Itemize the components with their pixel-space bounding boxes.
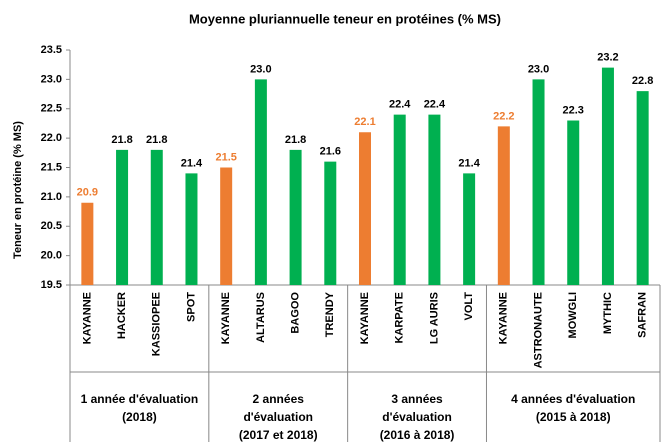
value-label: 21.6 (320, 146, 341, 158)
value-label: 22.2 (493, 110, 514, 122)
bar (393, 114, 406, 285)
value-label: 21.4 (181, 157, 203, 169)
x-tick-label: KARPATE (394, 292, 406, 344)
value-label: 21.4 (458, 157, 480, 169)
x-tick-label: KAYANNE (220, 292, 232, 344)
y-tick-label: 20.0 (41, 250, 62, 262)
bar (185, 173, 198, 285)
value-label: 22.3 (563, 104, 584, 116)
group-label: d'évaluation (243, 410, 313, 424)
y-axis-title: Teneur en protéine (% MS) (12, 121, 24, 259)
bar (116, 149, 129, 285)
value-label: 23.0 (528, 63, 549, 75)
value-label: 21.5 (215, 151, 236, 163)
group-label: (2018) (122, 410, 157, 424)
group-label: (2015 à 2018) (536, 410, 611, 424)
group-label: d'évaluation (382, 410, 452, 424)
value-label: 22.4 (424, 99, 446, 111)
value-label: 21.8 (111, 134, 132, 146)
x-tick-label: KAYANNE (498, 292, 510, 344)
group-label: 2 années (253, 392, 305, 406)
y-tick-label: 23.5 (41, 44, 62, 56)
value-label: 22.1 (354, 116, 375, 128)
bar (532, 79, 545, 285)
bar (324, 161, 337, 285)
value-label: 20.9 (77, 187, 98, 199)
group-label: 4 années d'évaluation (511, 392, 635, 406)
group-label: 1 année d'évaluation (81, 392, 199, 406)
bar (428, 114, 441, 285)
value-label: 23.0 (250, 63, 271, 75)
y-tick-label: 21.0 (41, 191, 62, 203)
x-tick-label: HACKER (116, 292, 128, 339)
y-tick-label: 23.0 (41, 73, 62, 85)
bar (220, 167, 233, 285)
x-tick-label: SAFRAN (637, 292, 649, 338)
bar (289, 149, 302, 285)
bar (567, 120, 580, 285)
x-tick-label: ALTARUS (255, 292, 267, 343)
group-label: (2017 et 2018) (239, 428, 318, 442)
y-tick-label: 19.5 (41, 279, 62, 291)
group-label: (2016 à 2018) (380, 428, 455, 442)
x-tick-label: KAYANNE (359, 292, 371, 344)
value-label: 22.4 (389, 99, 411, 111)
x-tick-label: BAGOO (289, 292, 301, 334)
value-label: 21.8 (146, 134, 167, 146)
x-tick-label: KAYANNE (81, 292, 93, 344)
value-label: 23.2 (597, 52, 618, 64)
bar (636, 91, 649, 285)
x-tick-label: SPOT (185, 292, 197, 322)
x-tick-label: TRENDY (324, 291, 336, 337)
x-tick-label: LG AURIS (428, 292, 440, 344)
y-tick-label: 20.5 (41, 220, 62, 232)
x-tick-label: ASTRONAUTE (532, 292, 544, 368)
y-tick-label: 22.0 (41, 132, 62, 144)
bar (601, 67, 614, 285)
x-tick-label: VOLT (463, 292, 475, 321)
group-label: 3 années (391, 392, 443, 406)
bar (254, 79, 267, 285)
bar (359, 132, 371, 285)
x-tick-label: KASSIOPEE (151, 292, 163, 356)
bar (463, 173, 476, 285)
bar (150, 149, 163, 285)
value-label: 22.8 (632, 75, 653, 87)
bar (497, 126, 510, 285)
bar (81, 202, 94, 285)
x-tick-label: MOWGLI (567, 292, 579, 338)
x-tick-label: MYTHIC (602, 292, 614, 334)
chart-title: Moyenne pluriannuelle teneur en protéine… (189, 11, 501, 26)
value-label: 21.8 (285, 134, 306, 146)
y-tick-label: 21.5 (41, 161, 62, 173)
y-tick-label: 22.5 (41, 103, 62, 115)
